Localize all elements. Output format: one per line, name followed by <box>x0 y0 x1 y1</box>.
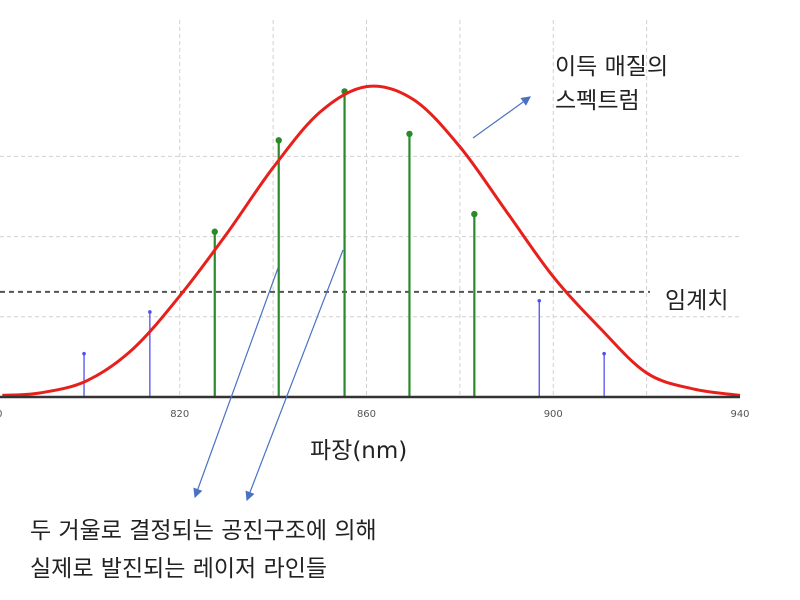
x-tick-label: 780 <box>0 409 3 420</box>
threshold-label: 임계치 <box>665 288 728 314</box>
laser-line-tip <box>211 228 218 235</box>
arrow <box>193 267 279 499</box>
x-tick-label: 860 <box>357 409 376 420</box>
laser-line-tip <box>602 351 606 356</box>
laser-line-tip <box>82 351 86 356</box>
gain-curve <box>2 84 741 397</box>
laser-line-tip <box>537 298 542 303</box>
arrow <box>472 96 531 139</box>
x-tick-label: 940 <box>730 409 749 420</box>
laser-line-tip <box>275 137 282 144</box>
x-tick-label: 900 <box>544 409 563 420</box>
laser-line-tip <box>148 310 152 314</box>
annotation: 실제로 발진되는 레이저 라인들 <box>30 556 327 582</box>
plot: 780 820 860 900 940 <box>0 20 750 420</box>
x-axis-label: 파장(nm) <box>310 438 407 464</box>
annotation: 스펙트럼 <box>555 88 640 114</box>
laser-line-tip <box>406 130 413 138</box>
laser-line-tip <box>471 210 478 218</box>
annotation: 이득 매질의 <box>555 54 668 80</box>
arrow <box>245 249 344 502</box>
x-tick-label: 820 <box>170 409 189 420</box>
annotation: 두 거울로 결정되는 공진구조에 의해 <box>30 518 377 544</box>
